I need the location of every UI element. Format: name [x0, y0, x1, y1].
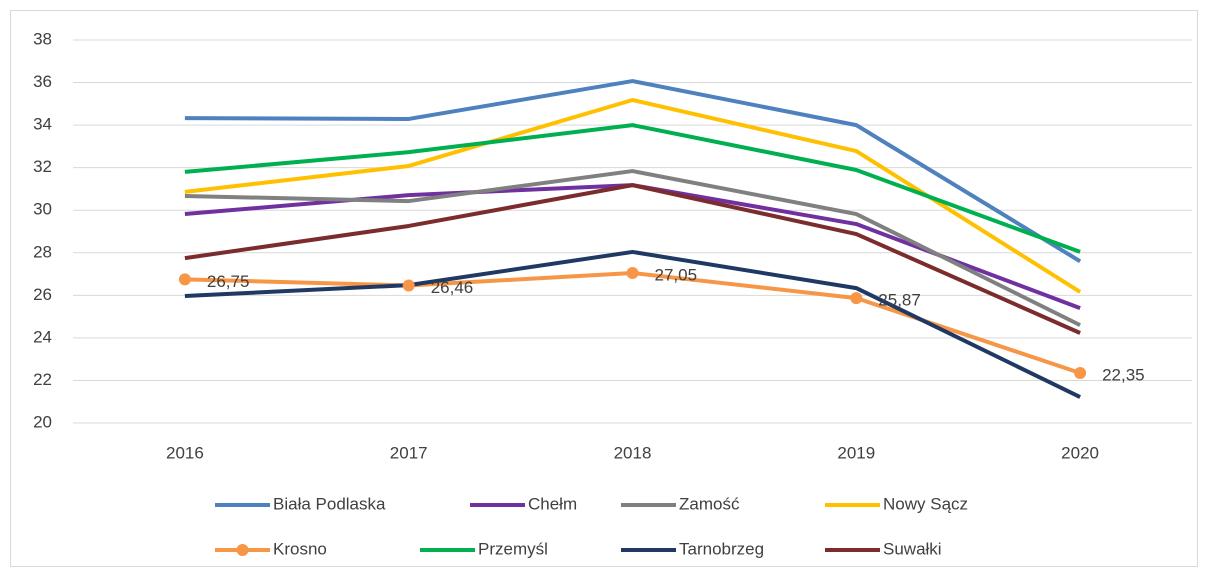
x-tick-label: 2018: [614, 443, 652, 462]
data-label: 22,35: [1102, 365, 1145, 384]
legend-label: Krosno: [273, 539, 327, 558]
series-line: [184, 169, 1081, 327]
series-line: [184, 79, 1082, 263]
data-label: 26,75: [207, 272, 250, 291]
legend-label: Suwałki: [883, 539, 942, 558]
x-tick-label: 2016: [166, 443, 204, 462]
point-marker: [1074, 366, 1087, 379]
y-tick-label: 38: [33, 29, 52, 48]
point-marker: [626, 266, 639, 279]
x-tick-label: 2020: [1061, 443, 1099, 462]
legend-label: Chełm: [528, 494, 577, 513]
data-label: 25,87: [878, 291, 921, 310]
x-tick-label: 2019: [837, 443, 875, 462]
legend-label: Tarnobrzeg: [679, 539, 764, 558]
series-line: [184, 123, 1081, 254]
legend-label: Biała Podlaska: [273, 494, 386, 513]
y-tick-label: 32: [33, 157, 52, 176]
series-line: [184, 183, 1081, 335]
y-tick-label: 20: [33, 412, 52, 431]
chart-frame: [10, 10, 1198, 567]
y-tick-label: 22: [33, 370, 52, 389]
y-tick-label: 34: [33, 115, 52, 134]
y-tick-label: 24: [33, 327, 52, 346]
data-label: 27,05: [655, 265, 698, 284]
series-line: [184, 249, 1081, 399]
y-tick-label: 28: [33, 242, 52, 261]
y-tick-label: 26: [33, 285, 52, 304]
point-marker: [178, 273, 191, 286]
x-tick-label: 2017: [390, 443, 428, 462]
point-marker: [402, 279, 415, 292]
legend-label: Nowy Sącz: [883, 494, 968, 513]
y-tick-label: 36: [33, 72, 52, 91]
legend-label: Przemyśl: [478, 539, 548, 558]
point-marker: [850, 292, 863, 305]
y-tick-label: 30: [33, 200, 52, 219]
data-label: 26,46: [431, 278, 474, 297]
legend-label: Zamość: [679, 494, 740, 513]
legend-marker: [236, 544, 249, 556]
